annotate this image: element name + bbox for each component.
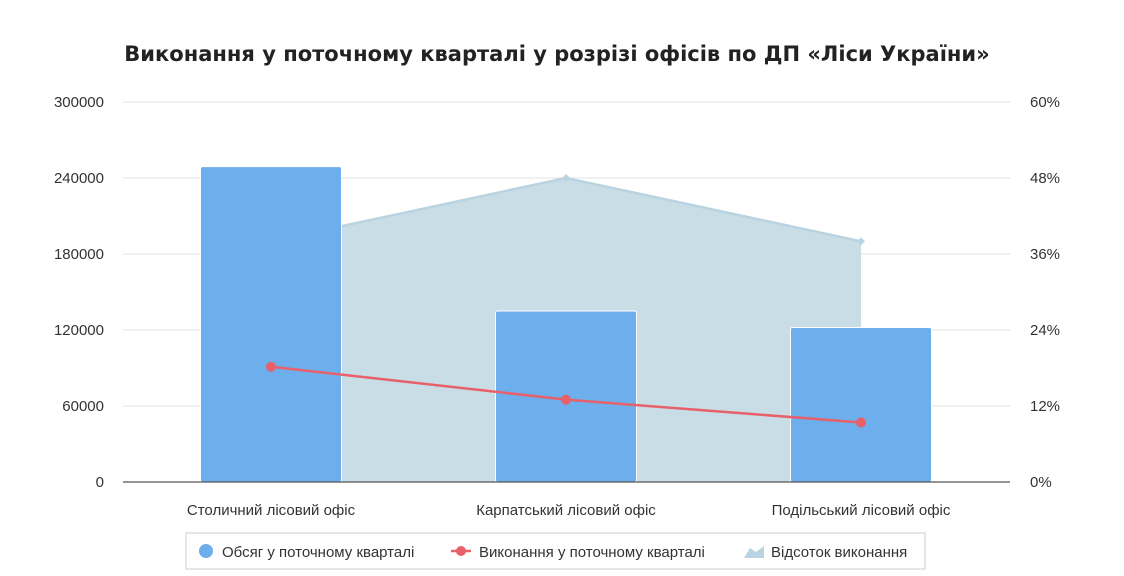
y-left-tick-label: 240000	[54, 170, 104, 187]
area-point[interactable]	[857, 237, 865, 246]
area-point[interactable]	[562, 174, 570, 182]
legend-bar-marker	[199, 544, 213, 558]
line-point[interactable]	[266, 361, 276, 372]
y-right-tick-label: 24%	[1030, 322, 1060, 339]
y-left-tick-label: 0	[96, 474, 104, 491]
legend-line-point	[456, 546, 466, 556]
y-right-tick-label: 48%	[1030, 170, 1060, 187]
line-point[interactable]	[856, 417, 866, 428]
legend-item-label[interactable]: Відсоток виконання	[771, 544, 907, 561]
bar[interactable]	[200, 166, 342, 483]
y-left-tick-label: 300000	[54, 94, 104, 111]
y-left-tick-label: 180000	[54, 246, 104, 263]
x-category-label: Карпатський лісовий офіс	[476, 502, 656, 519]
y-right-tick-label: 36%	[1030, 246, 1060, 263]
legend-item-label[interactable]: Обсяг у поточному кварталі	[222, 544, 414, 561]
line-point[interactable]	[561, 394, 571, 405]
y-left-tick-label: 120000	[54, 322, 104, 339]
y-left-tick-label: 60000	[62, 398, 104, 415]
y-right-tick-label: 60%	[1030, 94, 1060, 111]
y-right-tick-label: 0%	[1030, 474, 1052, 491]
chart-title: Виконання у поточному кварталі у розрізі…	[124, 42, 989, 66]
y-right-tick-label: 12%	[1030, 398, 1060, 415]
x-category-label: Подільський лісовий офіс	[772, 502, 951, 519]
x-category-label: Столичний лісовий офіс	[187, 502, 356, 519]
bar[interactable]	[790, 326, 932, 483]
legend-box	[185, 532, 926, 570]
legend-item-label[interactable]: Виконання у поточному кварталі	[479, 544, 705, 561]
legend-area-marker	[744, 546, 764, 558]
